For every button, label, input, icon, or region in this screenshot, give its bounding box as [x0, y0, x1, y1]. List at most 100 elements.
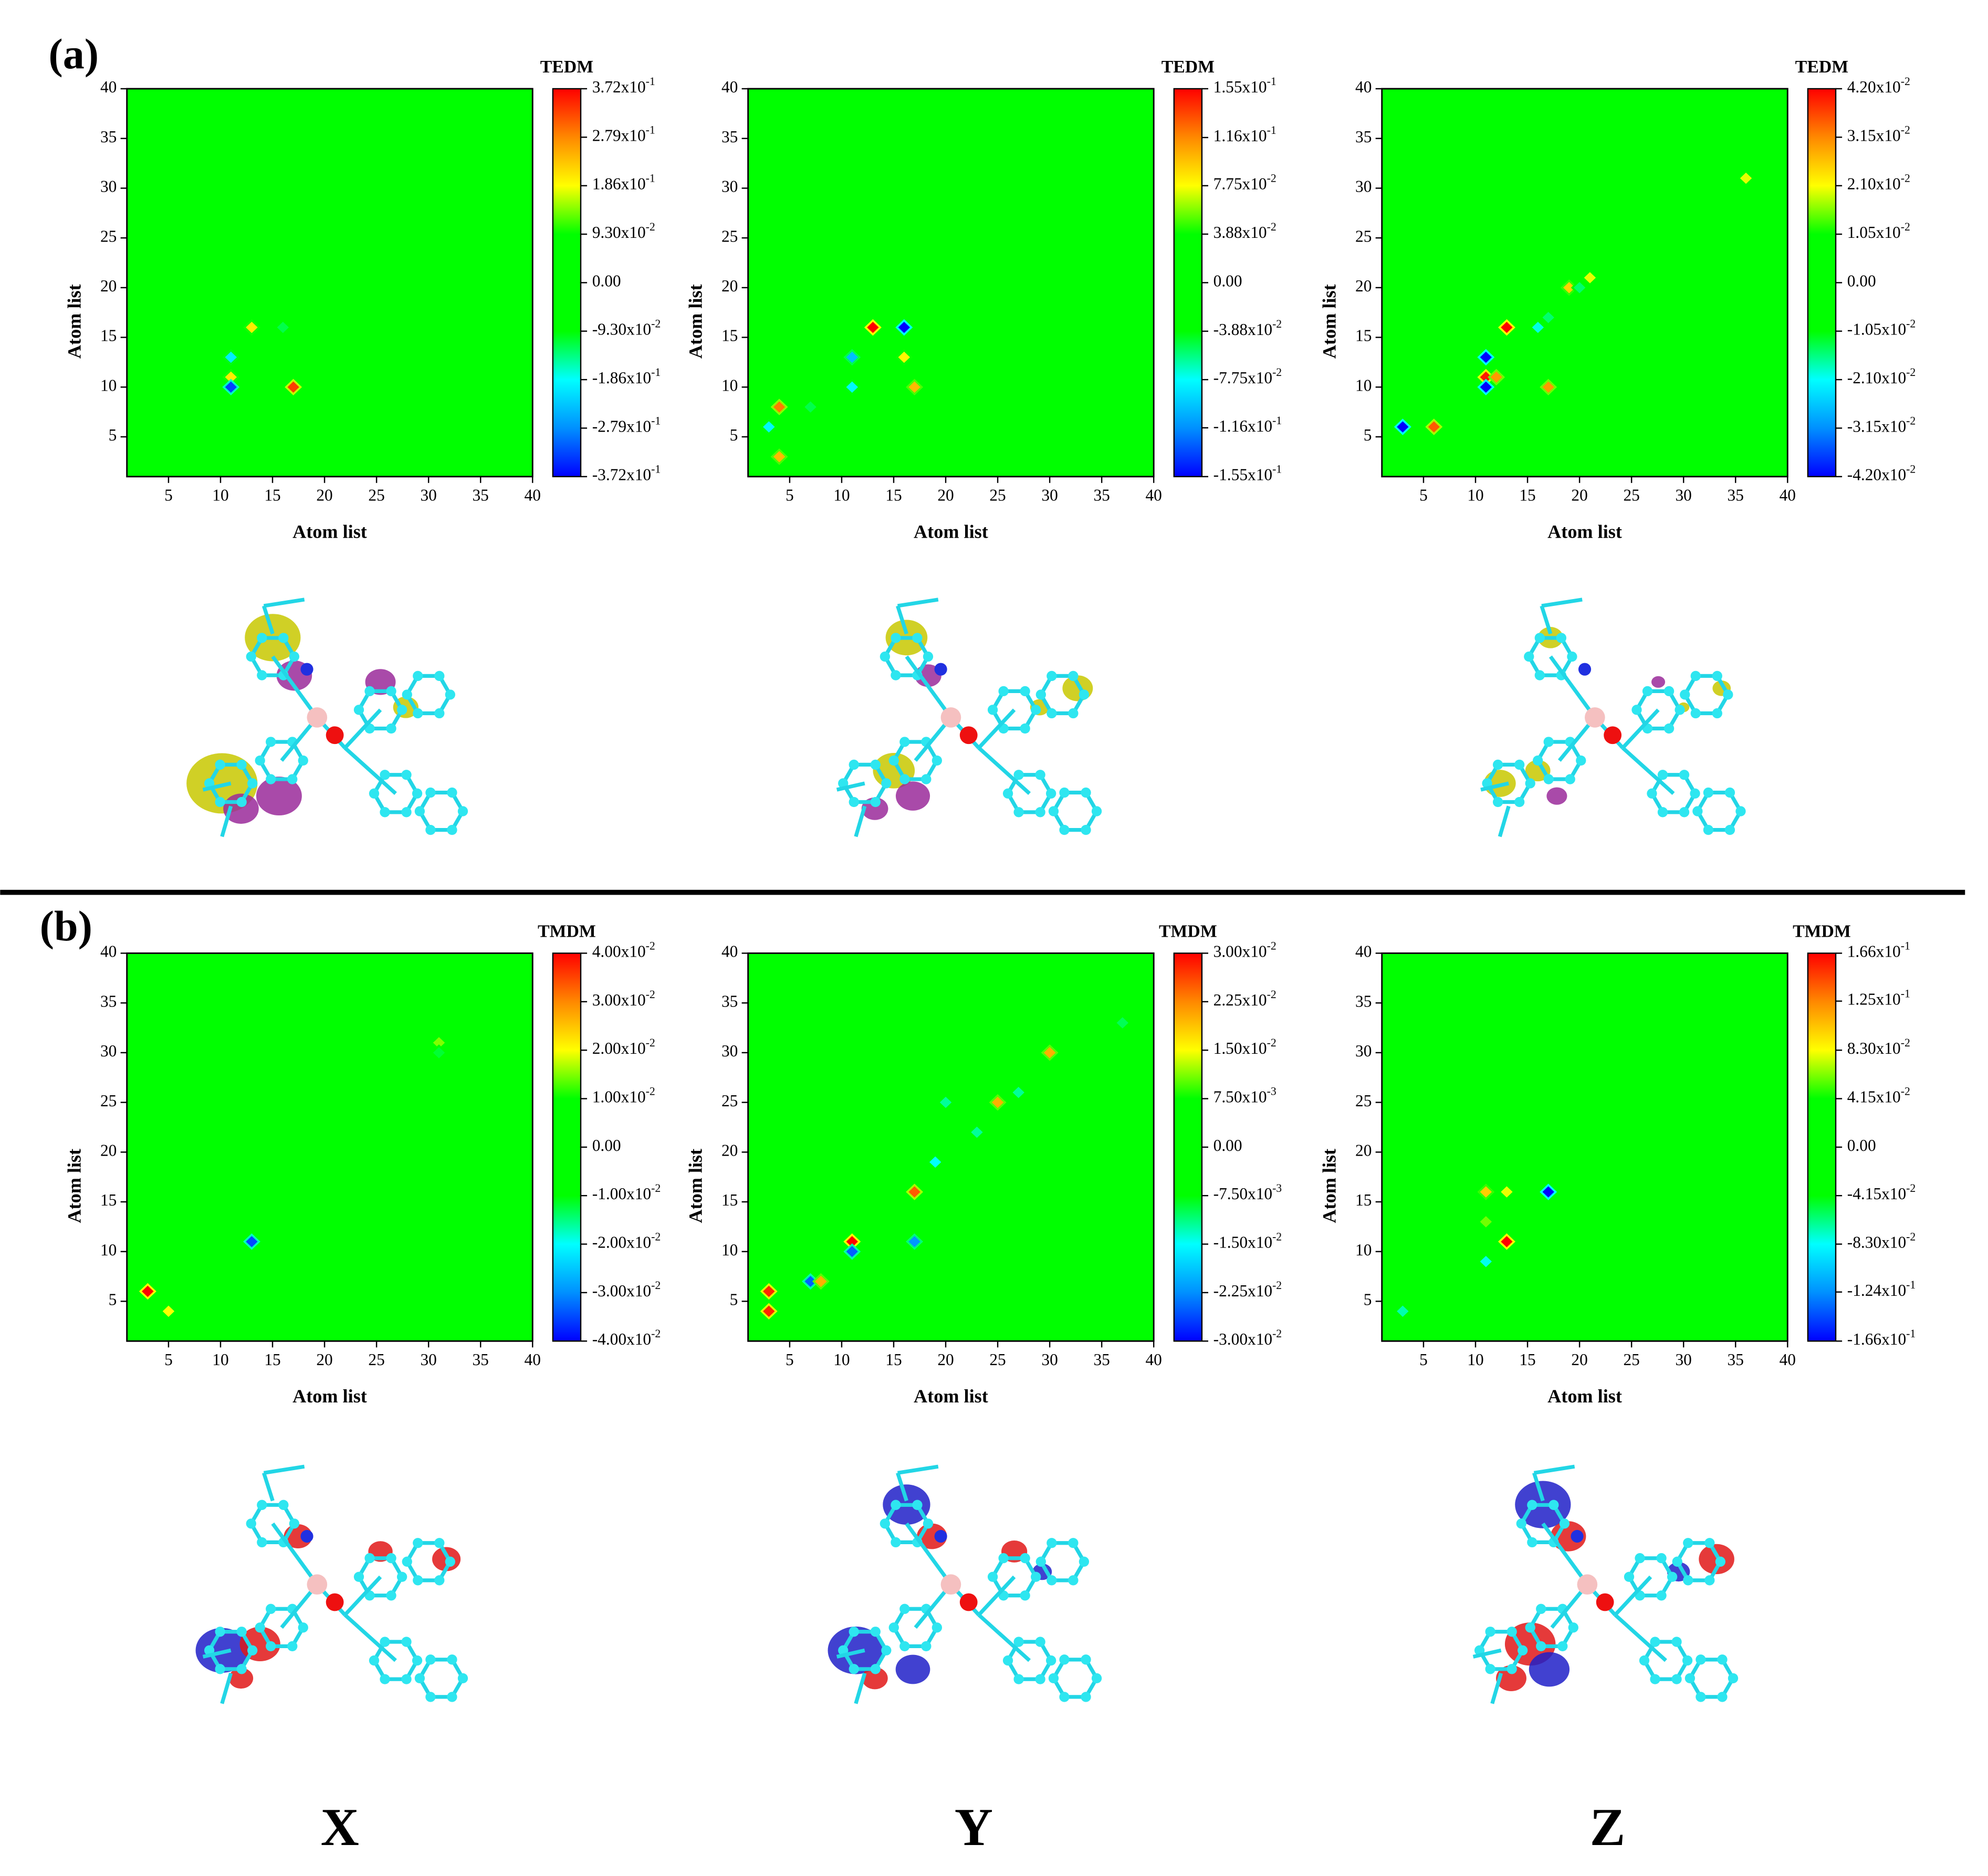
- atom: [369, 1655, 380, 1666]
- atom: [1576, 755, 1586, 766]
- atom: [386, 723, 396, 734]
- atom: [899, 1603, 910, 1614]
- orbital-lobe: [862, 1667, 888, 1690]
- plot-area: [1382, 953, 1788, 1342]
- bond: [1498, 805, 1511, 837]
- x-tick-label: 35: [473, 486, 489, 505]
- bond: [220, 805, 233, 837]
- heat-cell: [1477, 1213, 1495, 1230]
- atom: [380, 807, 390, 818]
- bond: [905, 1522, 953, 1586]
- atom: [434, 670, 445, 682]
- colorbar-tick-label: 2.25x10-2: [1213, 988, 1276, 1009]
- atom: [298, 755, 308, 766]
- atom-nitrogen: [300, 1529, 313, 1543]
- atom: [447, 824, 457, 835]
- heat-cell: [1488, 369, 1505, 386]
- atom: [1059, 787, 1070, 798]
- atom: [1525, 1622, 1535, 1633]
- atom: [246, 1518, 256, 1529]
- bond: [1614, 1575, 1652, 1617]
- atom: [891, 633, 901, 643]
- atom: [1724, 787, 1735, 798]
- y-tick-label: 20: [721, 277, 738, 295]
- atom: [1514, 759, 1525, 770]
- orbital-lobe: [1525, 760, 1551, 782]
- colorbar-tick-label: 0.00: [1847, 272, 1876, 290]
- bond: [1480, 781, 1509, 792]
- atom: [888, 1622, 899, 1633]
- colorbar-title: TEDM: [1795, 57, 1848, 77]
- heat-cell: [843, 349, 861, 366]
- colorbar-tick-label: -7.50x10-3: [1213, 1182, 1282, 1203]
- y-tick-label: 40: [721, 78, 738, 96]
- y-tick-label: 20: [100, 1141, 117, 1160]
- x-tick-label: 25: [989, 486, 1006, 505]
- atom: [402, 1556, 412, 1567]
- x-tick-label: 20: [316, 486, 332, 505]
- colorbar-tick-label: 1.16x10-1: [1213, 124, 1276, 145]
- atom: [1091, 806, 1102, 816]
- atom: [412, 788, 423, 799]
- atom: [247, 778, 258, 789]
- atom: [257, 633, 267, 643]
- colorbar-title: TMDM: [1793, 922, 1851, 941]
- heat-cell: [274, 1183, 292, 1200]
- atom: [1031, 1571, 1041, 1582]
- atom: [266, 774, 276, 784]
- y-tick-label: 30: [1355, 1042, 1372, 1060]
- atom: [1567, 651, 1577, 662]
- colorbar-tick-label: 1.00x10-2: [592, 1085, 655, 1106]
- heat-cell: [760, 418, 778, 435]
- x-axis-label: Atom list: [292, 521, 367, 542]
- atom: [1059, 824, 1070, 835]
- colorbar-tick-label: -8.30x10-2: [1847, 1231, 1916, 1252]
- bond: [343, 1613, 397, 1662]
- colorbar-tick-label: 3.00x10-2: [1213, 939, 1276, 960]
- colorbar-tick-label: 1.86x10-1: [592, 172, 655, 193]
- atom: [1002, 788, 1013, 799]
- x-axis-label: Atom list: [1547, 521, 1622, 542]
- atom: [447, 1654, 457, 1665]
- plot-frame: [747, 88, 1155, 478]
- plot-frame: [126, 88, 533, 478]
- orbital-lobe: [895, 1654, 930, 1684]
- heat-cell: [895, 319, 913, 336]
- plot-area: [1382, 88, 1788, 477]
- x-tick-label: 25: [1623, 1350, 1639, 1369]
- colorbar-tick-label: -1.86x10-1: [592, 366, 661, 387]
- atom: [921, 774, 932, 784]
- atom: [1690, 788, 1700, 799]
- atom: [1035, 689, 1046, 700]
- heat-cell: [864, 319, 882, 336]
- orbital-lobe: [1062, 675, 1093, 701]
- heat-cell: [1477, 1183, 1495, 1200]
- atom: [434, 708, 445, 719]
- atom-oxygen: [1596, 1593, 1614, 1611]
- atom: [1728, 1673, 1739, 1684]
- atom: [353, 705, 364, 715]
- atom: [1047, 670, 1057, 682]
- atom: [1675, 705, 1685, 715]
- y-tick-label: 40: [100, 942, 117, 961]
- plot-frame: [1381, 952, 1788, 1342]
- atom: [1013, 770, 1024, 780]
- atom: [236, 759, 247, 770]
- y-axis-label: Atom list: [64, 284, 85, 359]
- y-tick-label: 30: [100, 177, 117, 196]
- atom: [1559, 1518, 1570, 1529]
- atom: [1081, 1692, 1091, 1702]
- colorbar-tick-label: 7.75x10-2: [1213, 172, 1276, 193]
- atom: [412, 1655, 423, 1666]
- atom-boron: [307, 1574, 328, 1595]
- atom: [1650, 1674, 1660, 1684]
- atom: [413, 1538, 423, 1548]
- plot-area: [748, 88, 1154, 477]
- heat-cell: [243, 1233, 260, 1250]
- atom: [1013, 807, 1024, 818]
- colorbar-tick-label: 4.15x10-2: [1847, 1085, 1910, 1106]
- y-tick-label: 15: [1355, 327, 1372, 345]
- atom: [870, 759, 881, 770]
- atom: [1568, 1622, 1578, 1633]
- x-tick-label: 5: [1419, 1350, 1428, 1369]
